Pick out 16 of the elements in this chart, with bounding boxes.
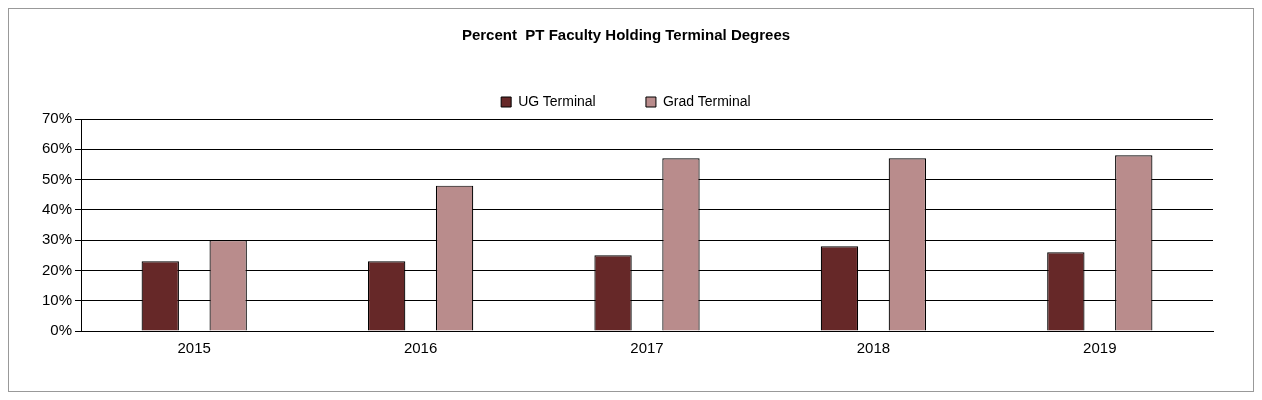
y-tick-label: 40% bbox=[41, 200, 73, 217]
legend-label: UG Terminal bbox=[518, 92, 596, 109]
y-tick-label: 0% bbox=[50, 321, 73, 339]
y-tick-label: 20% bbox=[41, 260, 73, 278]
legend-label: Grad Terminal bbox=[662, 92, 751, 109]
x-tick-label: 2015 bbox=[177, 339, 211, 357]
y-tick-label: 30% bbox=[41, 230, 73, 248]
x-tick-label: 2017 bbox=[630, 339, 664, 357]
y-tick-label: 70% bbox=[41, 109, 73, 127]
y-tick-label: 50% bbox=[41, 169, 73, 187]
x-tick-label: 2016 bbox=[403, 339, 438, 357]
y-tick-label: 60% bbox=[41, 139, 73, 157]
y-tick-label: 10% bbox=[41, 290, 73, 308]
x-tick-label: 2018 bbox=[856, 339, 891, 357]
x-tick-label: 2019 bbox=[1083, 339, 1117, 357]
chart-title: Percent PT Faculty Holding Terminal Degrees bbox=[461, 26, 791, 44]
